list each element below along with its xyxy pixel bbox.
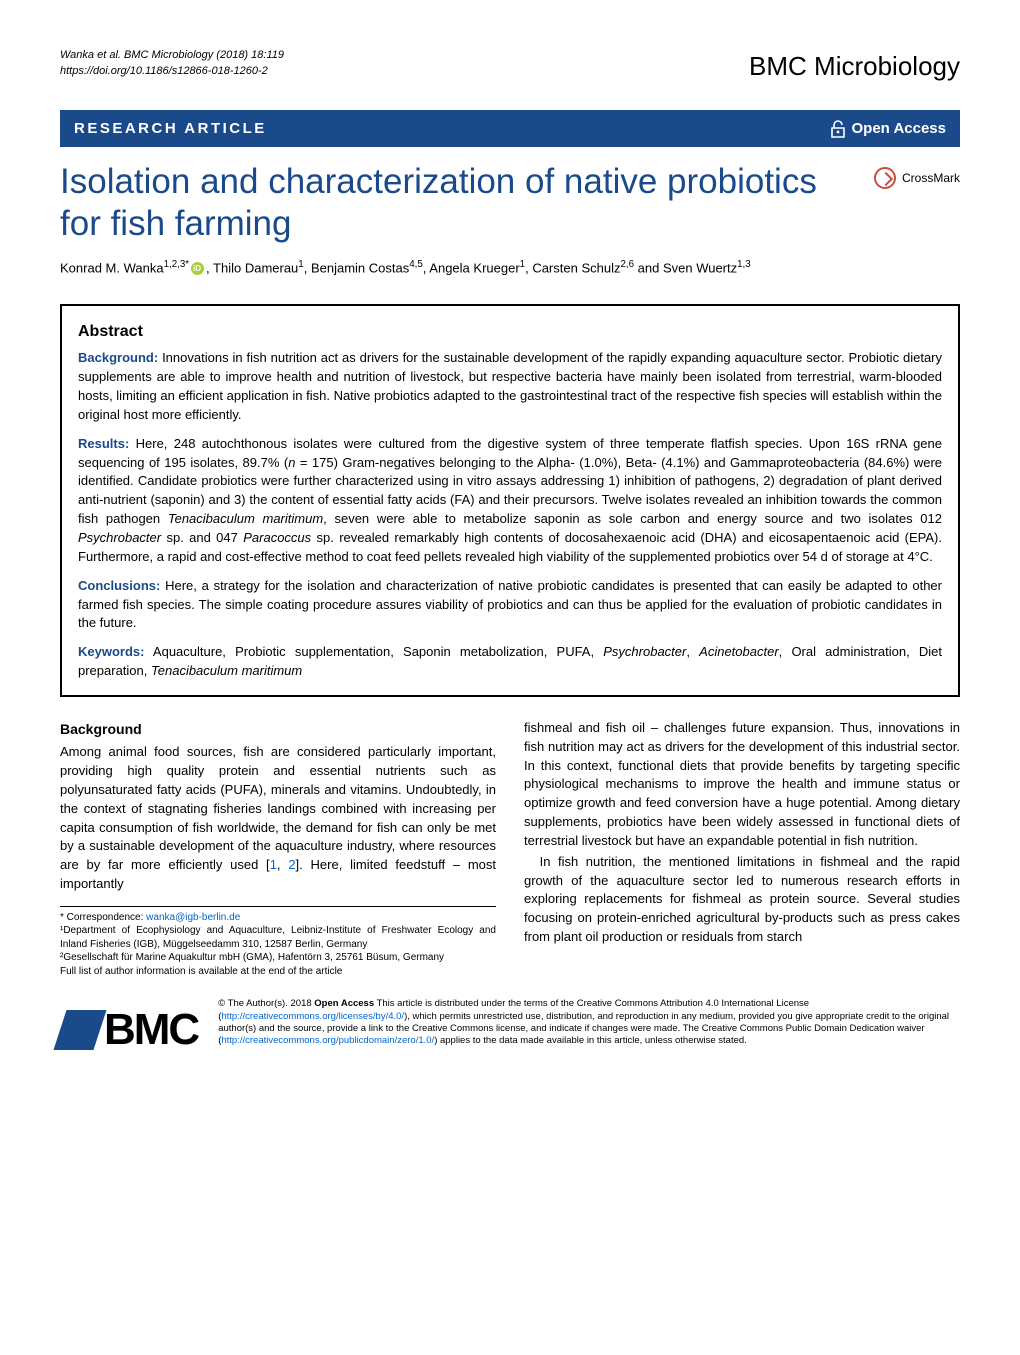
abstract-heading: Abstract <box>78 320 942 343</box>
correspondence-line: * Correspondence: wanka@igb-berlin.de <box>60 911 496 925</box>
body-col2-p1: fishmeal and fish oil – challenges futur… <box>524 719 960 851</box>
crossmark-label: CrossMark <box>902 170 960 187</box>
crossmark-badge[interactable]: CrossMark <box>874 167 960 189</box>
open-access-label: Open Access <box>852 118 947 140</box>
abstract-results: Results: Here, 248 autochthonous isolate… <box>78 435 942 567</box>
license-footer: BMC © The Author(s). 2018 Open Access Th… <box>60 998 960 1062</box>
footnotes-block: * Correspondence: wanka@igb-berlin.de ¹D… <box>60 906 496 979</box>
article-title: Isolation and characterization of native… <box>60 161 874 244</box>
body-columns: Background Among animal food sources, fi… <box>60 719 960 979</box>
abstract-background: Background: Innovations in fish nutritio… <box>78 349 942 424</box>
orcid-icon <box>191 262 204 275</box>
crossmark-icon <box>874 167 896 189</box>
column-right: fishmeal and fish oil – challenges futur… <box>524 719 960 979</box>
body-col2-p2: In fish nutrition, the mentioned limitat… <box>524 853 960 947</box>
abstract-background-text: Innovations in fish nutrition act as dri… <box>78 350 942 422</box>
open-access-lock-icon <box>830 120 846 138</box>
correspondence-label: * Correspondence: <box>60 912 146 923</box>
column-left: Background Among animal food sources, fi… <box>60 719 496 979</box>
correspondence-email[interactable]: wanka@igb-berlin.de <box>146 912 240 923</box>
abstract-keywords: Keywords: Aquaculture, Probiotic supplem… <box>78 643 942 681</box>
abstract-conclusions-label: Conclusions: <box>78 578 160 593</box>
authors-line: Konrad M. Wanka1,2,3*, Thilo Damerau1, B… <box>60 258 960 278</box>
full-list-note: Full list of author information is avail… <box>60 965 496 979</box>
running-head: Wanka et al. BMC Microbiology (2018) 18:… <box>60 48 960 86</box>
doi-line: https://doi.org/10.1186/s12866-018-1260-… <box>60 64 284 80</box>
journal-name: BMC Microbiology <box>749 48 960 86</box>
abstract-box: Abstract Background: Innovations in fish… <box>60 304 960 697</box>
abstract-conclusions-text: Here, a strategy for the isolation and c… <box>78 578 942 631</box>
bmc-logo: BMC <box>60 998 198 1062</box>
abstract-conclusions: Conclusions: Here, a strategy for the is… <box>78 577 942 634</box>
background-heading: Background <box>60 719 496 739</box>
citation-block: Wanka et al. BMC Microbiology (2018) 18:… <box>60 48 284 80</box>
affiliation-1: ¹Department of Ecophysiology and Aquacul… <box>60 924 496 951</box>
citation-line: Wanka et al. BMC Microbiology (2018) 18:… <box>60 48 284 64</box>
bmc-logo-text: BMC <box>104 998 198 1062</box>
abstract-background-label: Background: <box>78 350 158 365</box>
open-access-block: Open Access <box>830 118 947 140</box>
license-text: © The Author(s). 2018 Open Access This a… <box>218 998 960 1047</box>
title-row: Isolation and characterization of native… <box>60 161 960 244</box>
abstract-keywords-text: Aquaculture, Probiotic supplementation, … <box>78 644 942 678</box>
body-col1-p1: Among animal food sources, fish are cons… <box>60 743 496 894</box>
abstract-results-label: Results: <box>78 436 129 451</box>
affiliation-2: ²Gesellschaft für Marine Aquakultur mbH … <box>60 951 496 965</box>
abstract-results-text: Here, 248 autochthonous isolates were cu… <box>78 436 942 564</box>
bmc-logo-square-icon <box>54 1010 107 1050</box>
page-container: Wanka et al. BMC Microbiology (2018) 18:… <box>0 0 1020 1102</box>
abstract-keywords-label: Keywords: <box>78 644 144 659</box>
article-type-bar: RESEARCH ARTICLE Open Access <box>60 110 960 148</box>
article-type-label: RESEARCH ARTICLE <box>74 118 267 140</box>
